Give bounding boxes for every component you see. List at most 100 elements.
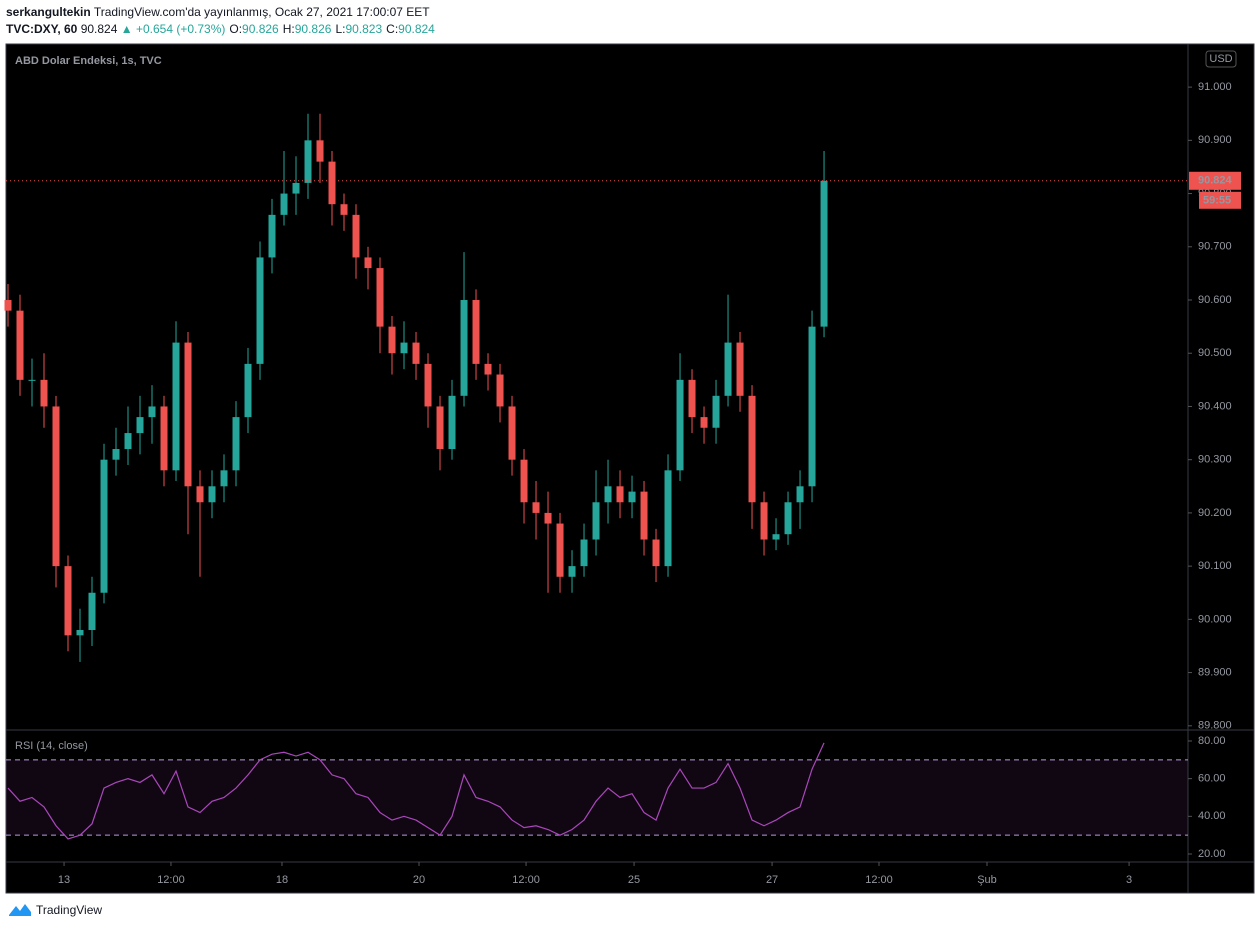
candle-body — [352, 214, 360, 258]
candle-body — [496, 374, 504, 407]
candle-body — [484, 363, 492, 375]
rsi-line — [7, 742, 825, 840]
chart-title: ABD Dolar Endeksi, 1s, TVC — [15, 55, 162, 67]
candle-body — [664, 470, 672, 567]
last-price-box — [1189, 171, 1241, 190]
y-tick-label: 90.000 — [1198, 613, 1232, 625]
candle-body — [448, 395, 456, 450]
candle-body — [568, 566, 576, 577]
y-tick-label: 91.000 — [1198, 81, 1232, 93]
symbol: TVC:DXY, 60 — [6, 22, 78, 36]
brand: TradingView — [36, 903, 103, 917]
candle-body — [424, 363, 432, 407]
change: ▲ +0.654 (+0.73%) — [120, 22, 226, 36]
ohlc-value: 90.823 — [345, 22, 383, 36]
countdown-box — [1199, 191, 1241, 209]
last-price-label: 90.824 — [1198, 175, 1233, 187]
candle-body — [52, 406, 60, 567]
ohlc-label: O: — [229, 22, 243, 36]
candle-body — [676, 379, 684, 471]
x-tick-label: 27 — [766, 874, 778, 886]
candle-body — [244, 363, 252, 418]
candle-body — [160, 406, 168, 471]
y-tick-label: 90.400 — [1198, 400, 1232, 412]
candle-body — [460, 300, 468, 396]
candle-body — [532, 502, 540, 513]
candle-body — [808, 326, 816, 487]
y-tick-label: 90.500 — [1198, 347, 1232, 359]
candle-body — [184, 342, 192, 487]
currency: USD — [1209, 53, 1232, 65]
x-tick-label: 12:00 — [865, 874, 893, 886]
candle-body — [400, 342, 408, 354]
candle-body — [76, 630, 84, 636]
x-tick-label: 18 — [276, 874, 288, 886]
candle-body — [64, 566, 72, 636]
candle-body — [196, 486, 204, 503]
candle-body — [232, 417, 240, 471]
candle-body — [256, 257, 264, 364]
y-tick-label: 90.300 — [1198, 454, 1232, 466]
countdown: 59:55 — [1203, 195, 1231, 207]
candle-body — [208, 486, 216, 503]
x-tick-label: 12:00 — [157, 874, 185, 886]
rsi-y-tick-label: 60.00 — [1198, 773, 1226, 785]
price: 90.824 — [80, 22, 118, 36]
candle-body — [556, 523, 564, 577]
candle-body — [760, 502, 768, 540]
y-tick-label: 90.200 — [1198, 507, 1232, 519]
candle-body — [736, 342, 744, 396]
ohlc-value: 90.824 — [398, 22, 435, 36]
ohlc-label: H: — [282, 22, 295, 36]
x-tick-label: 13 — [58, 874, 70, 886]
currency-box — [1205, 50, 1237, 68]
candle-body — [544, 512, 552, 524]
symbol-line: TVC:DXY, 60 90.824 ▲ +0.654 (+0.73%) O:90… — [6, 22, 435, 36]
ohlc-value: 90.826 — [294, 22, 332, 36]
candle-body — [100, 459, 108, 593]
candle-body — [292, 182, 300, 194]
candle-body — [640, 491, 648, 540]
ohlc-value: 90.826 — [242, 22, 279, 36]
ohlc: O:90.826 H:90.826 L:90.823 C:90.824 — [225, 22, 435, 36]
candle-body — [772, 534, 780, 540]
candle-body — [688, 379, 696, 418]
rsi-y-tick-label: 40.00 — [1198, 810, 1226, 822]
candle-body — [820, 180, 828, 327]
candle-body — [748, 395, 756, 503]
candle-body — [4, 300, 12, 311]
published: TradingView.com'da yayınlanmış, Ocak 27,… — [93, 5, 430, 19]
candle-body — [472, 300, 480, 364]
candle-body — [328, 161, 336, 205]
candle-body — [388, 326, 396, 354]
candle-body — [316, 140, 324, 162]
candle-body — [124, 433, 132, 450]
logo — [9, 904, 31, 916]
x-tick-label: Şub — [977, 874, 997, 886]
rsi-title: RSI (14, close) — [15, 740, 88, 752]
chart-background — [5, 43, 1255, 894]
rsi-y-tick-label: 20.00 — [1198, 848, 1226, 860]
candle-body — [172, 342, 180, 471]
x-tick-label: 20 — [413, 874, 425, 886]
candle-body — [280, 193, 288, 215]
candle-body — [616, 486, 624, 503]
candle-body — [652, 539, 660, 567]
y-tick-label: 90.700 — [1198, 241, 1232, 253]
x-tick-label: 3 — [1126, 874, 1132, 886]
footer: TradingView — [8, 902, 102, 918]
x-tick-label: 25 — [628, 874, 640, 886]
candle-body — [364, 257, 372, 269]
candle-body — [376, 268, 384, 327]
candle-body — [520, 459, 528, 503]
x-tick-label: 12:00 — [512, 874, 540, 886]
candle-body — [136, 417, 144, 434]
candle-body — [304, 140, 312, 183]
y-tick-label: 90.900 — [1198, 134, 1232, 146]
candle-body — [112, 449, 120, 460]
rsi-band — [6, 759, 1188, 836]
candle-body — [148, 406, 156, 418]
candle-body — [604, 486, 612, 503]
y-tick-label: 89.800 — [1198, 720, 1232, 732]
candle-body — [16, 310, 24, 380]
